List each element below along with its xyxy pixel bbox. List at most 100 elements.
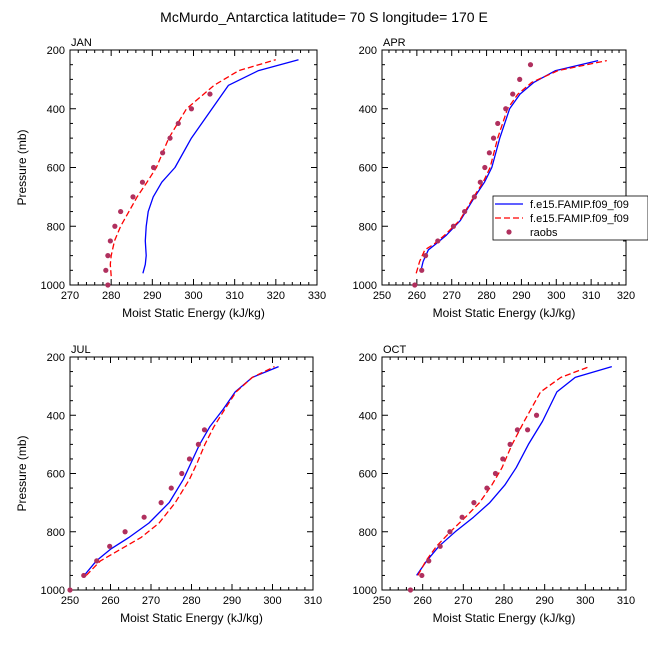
raobs-point: [471, 500, 477, 506]
x-tick-label: 290: [535, 595, 553, 607]
x-tick-label: 300: [184, 290, 202, 302]
raobs-point: [81, 572, 87, 579]
panel-label: JUL: [71, 344, 91, 356]
x-tick-label: 280: [102, 290, 120, 302]
x-tick-label: 260: [101, 595, 119, 607]
y-tick-label: 1000: [353, 280, 377, 292]
x-tick-label: 290: [512, 290, 530, 302]
panel-apr: 250 260 270 280 290 300 310 320 200 400 600 800 1000…: [353, 37, 636, 320]
raobs-point: [107, 238, 113, 244]
panel-jul: 250 260 270 280 290 300 310 200 400 600 800 1000 Moi…: [15, 344, 322, 625]
panel-jan: 270 280 290 300 310 320 330 200 400 600 800 1000 Moi…: [15, 37, 326, 320]
x-tick-label: 270: [454, 595, 472, 607]
y-tick-label: 800: [359, 221, 377, 233]
x-tick-label: 300: [576, 595, 594, 607]
y-tick-label: 400: [359, 410, 377, 422]
model2-line: [417, 365, 590, 576]
raobs-point: [122, 529, 128, 535]
x-tick-label: 250: [61, 595, 79, 607]
raobs-point: [419, 267, 425, 273]
raobs-point: [419, 572, 425, 579]
raobs-point: [437, 543, 443, 549]
x-tick-label: 250: [373, 595, 391, 607]
raobs-point: [484, 485, 490, 491]
raobs-point: [507, 441, 513, 447]
raobs-point: [422, 253, 429, 259]
raobs-point: [130, 194, 136, 200]
legend-marker: [506, 229, 512, 235]
x-tick-label: 250: [373, 290, 391, 302]
x-tick-label: 280: [477, 290, 495, 302]
plot-frame: [69, 49, 318, 286]
y-tick-label: 400: [47, 410, 65, 422]
raobs-point: [482, 164, 488, 171]
x-axis-label: Moist Static Energy (kJ/kg): [120, 611, 263, 625]
raobs-point: [435, 238, 441, 244]
x-axis-label: Moist Static Energy (kJ/kg): [433, 611, 576, 625]
x-tick-label: 320: [617, 290, 635, 302]
raobs-point: [462, 208, 468, 215]
x-tick-label: 310: [304, 595, 322, 607]
raobs-point: [492, 470, 499, 477]
model1-line: [142, 59, 299, 274]
raobs-point: [459, 514, 465, 520]
raobs-point: [407, 587, 414, 593]
figure-title: McMurdo_Antarctica latitude= 70 S longit…: [160, 9, 488, 25]
raobs-point: [412, 282, 418, 288]
y-tick-label: 200: [359, 45, 377, 57]
x-tick-label: 310: [617, 595, 635, 607]
x-tick-label: 270: [61, 290, 79, 302]
raobs-point: [139, 179, 146, 185]
x-tick-label: 260: [413, 595, 431, 607]
model1-line: [416, 365, 612, 576]
raobs-point: [107, 543, 113, 549]
y-tick-label: 600: [359, 163, 377, 175]
x-tick-label: 320: [267, 290, 285, 302]
panel-label: JAN: [71, 37, 92, 49]
x-tick-label: 300: [547, 290, 565, 302]
y-tick-label: 200: [47, 352, 65, 364]
raobs-point: [450, 223, 457, 229]
panel-oct: 250 260 270 280 290 300 310 200 400 600 800 1000 Moi…: [353, 344, 636, 625]
raobs-point: [158, 500, 164, 506]
raobs-point: [447, 529, 453, 535]
legend-label: raobs: [530, 227, 558, 239]
raobs-point: [486, 150, 492, 156]
raobs-point: [67, 587, 73, 593]
x-tick-label: 280: [495, 595, 513, 607]
y-tick-label: 400: [47, 104, 65, 116]
raobs-point: [510, 91, 516, 97]
raobs-point: [517, 76, 523, 82]
raobs-point: [471, 194, 477, 200]
raobs-point: [490, 135, 497, 141]
y-tick-label: 600: [359, 469, 377, 481]
x-tick-label: 310: [225, 290, 243, 302]
x-tick-label: 260: [408, 290, 426, 302]
y-axis-label: Pressure (mb): [15, 129, 29, 205]
plot-frame: [381, 356, 627, 591]
raobs-point: [167, 135, 173, 141]
raobs-point: [186, 456, 193, 462]
raobs-point: [188, 106, 195, 112]
y-tick-label: 200: [47, 45, 65, 57]
y-tick-label: 600: [47, 469, 65, 481]
y-tick-label: 800: [47, 221, 65, 233]
panels: 270 280 290 300 310 320 330 200 400 600 800 1000 Moi…: [15, 37, 635, 625]
raobs-point: [477, 179, 483, 185]
raobs-point: [103, 267, 109, 273]
x-tick-label: 290: [223, 595, 241, 607]
y-tick-label: 1000: [353, 585, 377, 597]
raobs-point: [118, 208, 124, 215]
model1-line: [83, 365, 279, 576]
raobs-point: [105, 282, 111, 288]
model1-line: [420, 59, 599, 271]
model2-line: [415, 59, 607, 274]
model2-line: [85, 366, 275, 576]
y-tick-label: 600: [47, 163, 65, 175]
y-axis-label: Pressure (mb): [15, 435, 29, 511]
x-tick-label: 270: [142, 595, 160, 607]
x-tick-label: 270: [443, 290, 461, 302]
y-tick-label: 800: [359, 527, 377, 539]
x-axis-label: Moist Static Energy (kJ/kg): [433, 306, 576, 320]
panel-label: OCT: [383, 344, 407, 356]
